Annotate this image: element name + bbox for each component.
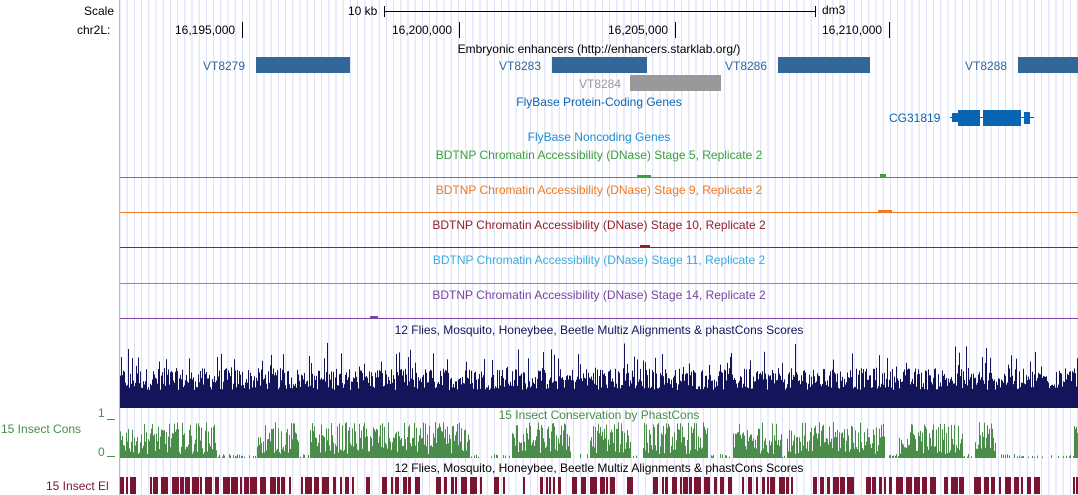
dnase-stage9-title[interactable]: BDTNP Chromatin Accessibility (DNase) St… [435, 183, 763, 197]
enhancer-label[interactable]: VT8279 [203, 59, 246, 73]
position-tick [459, 22, 460, 38]
dnase-stage11-title[interactable]: BDTNP Chromatin Accessibility (DNase) St… [432, 253, 766, 267]
enhancer-feature[interactable] [552, 57, 647, 73]
insect-el-elements[interactable] [120, 477, 1078, 494]
enhancer-feature[interactable] [1018, 57, 1078, 73]
position-label: 16,195,000 [175, 23, 236, 37]
insect-cons-axis-max: 1 [98, 406, 105, 420]
enhancer-feature[interactable] [630, 75, 721, 91]
scale-label: Scale [84, 4, 115, 18]
scale-bar-left-end [384, 6, 385, 17]
insect-cons-axis-tick [107, 456, 115, 457]
enhancer-feature[interactable] [778, 57, 870, 73]
enhancer-label[interactable]: VT8288 [965, 59, 1008, 73]
enhancer-label[interactable]: VT8283 [499, 59, 542, 73]
multiz-track-title[interactable]: 12 Flies, Mosquito, Honeybee, Beetle Mul… [394, 323, 804, 337]
scale-bar [384, 11, 816, 12]
position-tick [889, 22, 890, 38]
enhancer-label[interactable]: VT8286 [725, 59, 768, 73]
dnase-peak [640, 245, 650, 247]
position-tick [675, 22, 676, 38]
gene-label[interactable]: CG31819 [889, 111, 941, 125]
scale-value: 10 kb [348, 4, 378, 18]
dnase-stage5-title[interactable]: BDTNP Chromatin Accessibility (DNase) St… [435, 148, 763, 162]
position-tick [242, 22, 243, 38]
position-label: 16,205,000 [608, 23, 669, 37]
scale-bar-right-end [815, 6, 816, 17]
dnase-peak [370, 316, 378, 318]
dnase-stage5-signal[interactable] [120, 177, 1078, 178]
multiz-conservation-wiggle[interactable] [120, 338, 1078, 408]
dnase-peak [637, 175, 651, 177]
chrom-label: chr2L: [77, 23, 111, 37]
dnase-stage14-title[interactable]: BDTNP Chromatin Accessibility (DNase) St… [432, 288, 766, 302]
dnase-stage10-signal[interactable] [120, 247, 1078, 248]
insect-el-track-title[interactable]: 12 Flies, Mosquito, Honeybee, Beetle Mul… [394, 461, 804, 475]
dnase-peak [878, 210, 892, 212]
position-label: 16,200,000 [392, 23, 453, 37]
dnase-stage11-signal[interactable] [120, 283, 1078, 284]
insect-cons-track-title[interactable]: 15 Insect Conservation by PhastCons [498, 408, 700, 422]
protein-genes-track-title[interactable]: FlyBase Protein-Coding Genes [516, 95, 682, 109]
insect-cons-axis-tick [107, 419, 115, 420]
gene-model[interactable] [950, 109, 1034, 127]
insect-cons-side-label[interactable]: 15 Insect Cons [1, 422, 82, 436]
enhancer-feature[interactable] [256, 57, 350, 73]
dnase-peak [880, 174, 886, 177]
assembly-label: dm3 [822, 3, 846, 17]
insect-cons-axis-min: 0 [98, 445, 105, 459]
enhancers-track-title[interactable]: Embryonic enhancers (http://enhancers.st… [457, 42, 741, 56]
enhancer-label[interactable]: VT8284 [579, 77, 622, 91]
dnase-stage9-signal[interactable] [120, 212, 1078, 213]
noncoding-genes-track-title[interactable]: FlyBase Noncoding Genes [527, 130, 671, 144]
insect-el-side-label[interactable]: 15 Insect El [46, 479, 109, 493]
dnase-stage14-signal[interactable] [120, 318, 1078, 319]
position-label: 16,210,000 [822, 23, 883, 37]
insect-cons-wiggle[interactable] [120, 420, 1078, 458]
dnase-stage10-title[interactable]: BDTNP Chromatin Accessibility (DNase) St… [432, 218, 766, 232]
